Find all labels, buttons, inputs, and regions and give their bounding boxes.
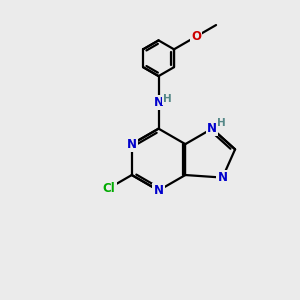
Text: N: N bbox=[218, 171, 227, 184]
Text: Cl: Cl bbox=[103, 182, 116, 195]
Text: N: N bbox=[207, 122, 217, 135]
Text: H: H bbox=[163, 94, 172, 104]
Text: N: N bbox=[127, 138, 137, 151]
Text: N: N bbox=[154, 184, 164, 197]
Text: O: O bbox=[191, 30, 201, 43]
Text: H: H bbox=[217, 118, 225, 128]
Text: N: N bbox=[154, 96, 164, 109]
